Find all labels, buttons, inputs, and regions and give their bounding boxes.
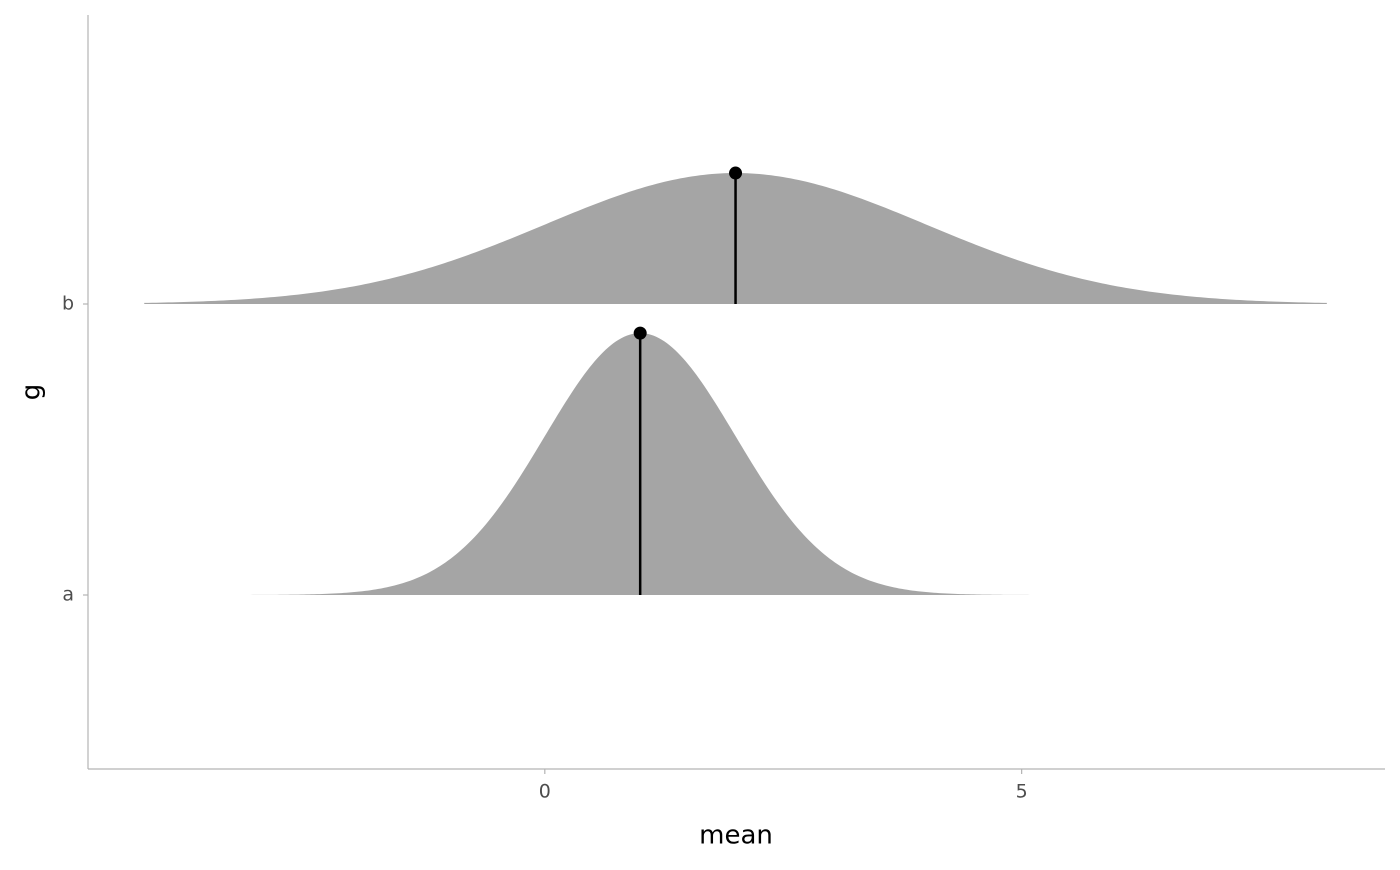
x-axis-title: mean (699, 821, 773, 851)
y-tick-label: a (62, 584, 74, 606)
y-axis-title: g (17, 384, 47, 401)
x-tick-label: 0 (539, 781, 551, 803)
y-tick-label: b (62, 293, 74, 315)
point (729, 166, 743, 180)
x-tick-label: 5 (1016, 781, 1028, 803)
point (633, 326, 647, 340)
